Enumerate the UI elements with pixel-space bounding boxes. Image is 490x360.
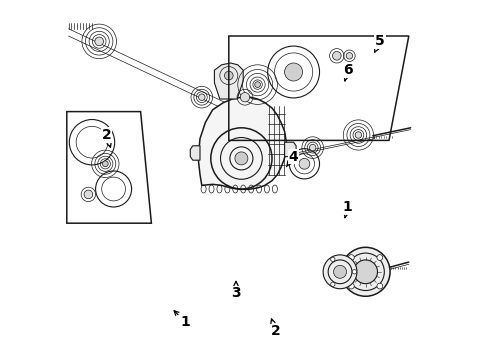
Circle shape: [299, 158, 310, 169]
Circle shape: [333, 51, 341, 60]
Text: 2: 2: [270, 319, 280, 338]
Circle shape: [346, 53, 353, 59]
Circle shape: [348, 283, 354, 289]
Polygon shape: [285, 142, 296, 157]
Circle shape: [352, 270, 357, 274]
Circle shape: [310, 144, 316, 151]
Text: 5: 5: [375, 35, 385, 52]
Polygon shape: [215, 63, 243, 99]
Circle shape: [235, 152, 248, 165]
Circle shape: [377, 255, 383, 260]
Circle shape: [95, 37, 103, 46]
Circle shape: [84, 190, 93, 199]
Circle shape: [240, 93, 250, 102]
Circle shape: [198, 94, 205, 100]
Polygon shape: [190, 146, 200, 160]
Circle shape: [334, 265, 346, 278]
Text: 1: 1: [343, 200, 352, 218]
Text: 1: 1: [174, 311, 191, 329]
Circle shape: [255, 82, 261, 87]
Circle shape: [348, 255, 354, 260]
Text: 6: 6: [343, 63, 352, 81]
Text: 2: 2: [101, 128, 111, 147]
Circle shape: [331, 257, 335, 261]
Text: 4: 4: [287, 150, 298, 167]
Polygon shape: [198, 97, 286, 189]
Circle shape: [102, 161, 108, 167]
Circle shape: [354, 260, 377, 284]
Circle shape: [377, 283, 383, 289]
Circle shape: [355, 132, 362, 138]
Circle shape: [285, 63, 303, 81]
Circle shape: [331, 282, 335, 287]
Text: 3: 3: [231, 282, 241, 300]
Circle shape: [323, 255, 357, 289]
Circle shape: [224, 71, 233, 80]
Circle shape: [341, 247, 390, 296]
